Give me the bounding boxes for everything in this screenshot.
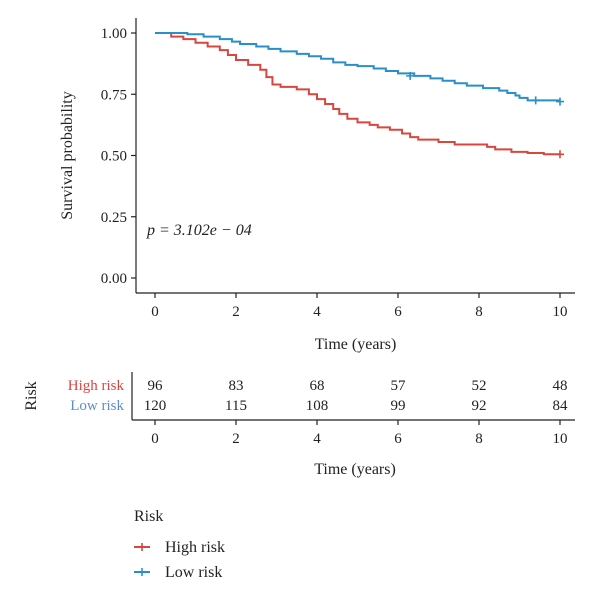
- x-axis-ticks: 0 2 4 6 8 10: [151, 293, 568, 320]
- risk-count: 108: [306, 398, 329, 414]
- risk-table-tick-label: 6: [394, 431, 402, 447]
- legend-item-label: Low risk: [165, 564, 222, 581]
- series-line-low-risk: [155, 32, 560, 102]
- y-tick-label: 0.50: [101, 149, 127, 165]
- risk-table-tick-label: 4: [313, 431, 321, 447]
- x-tick-label: 2: [232, 304, 240, 320]
- risk-count: 120: [144, 398, 167, 414]
- x-axis-title: Time (years): [315, 336, 397, 353]
- risk-table-tick-label: 8: [475, 431, 483, 447]
- risk-count: 48: [553, 378, 568, 394]
- censor-mark: [556, 97, 564, 106]
- censor-mark: [531, 96, 540, 105]
- censor-mark: [406, 71, 415, 80]
- x-tick-label: 6: [394, 304, 402, 320]
- y-tick-label: 0.25: [101, 210, 127, 226]
- risk-table-title: Risk: [23, 381, 40, 410]
- x-tick-label: 8: [475, 304, 483, 320]
- y-axis-title: Survival probability: [59, 91, 76, 219]
- legend-item-label: High risk: [165, 539, 225, 556]
- x-tick-label: 0: [151, 304, 159, 320]
- risk-row-label: High risk: [68, 378, 125, 394]
- legend-title: Risk: [134, 508, 163, 525]
- y-axis-ticks: 0.00 0.25 0.50 0.75 1.00: [101, 26, 136, 287]
- risk-table-x-axis-title: Time (years): [314, 461, 396, 478]
- censor-mark: [556, 150, 564, 159]
- survival-curves: [155, 32, 564, 159]
- y-tick-label: 0.75: [101, 87, 127, 103]
- risk-count: 52: [472, 378, 487, 394]
- risk-count: 99: [391, 398, 406, 414]
- risk-table-tick-label: 0: [151, 431, 159, 447]
- y-tick-label: 1.00: [101, 26, 127, 42]
- risk-table-rows: High risk 96 83 68 57 52 48 Low risk 120 115 108 99…: [68, 378, 568, 414]
- y-tick-label: 0.00: [101, 271, 127, 287]
- km-plot: 0.00 0.25 0.50 0.75 1.00 0 2 4 6 8 10 Survival pr…: [59, 18, 575, 353]
- risk-table-tick-label: 10: [553, 431, 568, 447]
- risk-table-x-ticks: 0 2 4 6 8 10: [151, 420, 568, 447]
- x-tick-label: 10: [553, 304, 568, 320]
- risk-count: 83: [229, 378, 244, 394]
- series-line-high-risk: [155, 32, 560, 156]
- risk-count: 57: [391, 378, 407, 394]
- x-tick-label: 4: [313, 304, 321, 320]
- risk-count: 68: [310, 378, 325, 394]
- risk-count: 96: [148, 378, 164, 394]
- risk-row-label: Low risk: [70, 398, 124, 414]
- legend-items: High risk Low risk: [134, 539, 225, 581]
- risk-count: 92: [472, 398, 487, 414]
- p-value-annotation: p = 3.102e − 04: [146, 222, 252, 239]
- legend: Risk High risk Low risk: [134, 508, 225, 581]
- risk-table-tick-label: 2: [232, 431, 240, 447]
- risk-count: 84: [553, 398, 569, 414]
- risk-count: 115: [225, 398, 247, 414]
